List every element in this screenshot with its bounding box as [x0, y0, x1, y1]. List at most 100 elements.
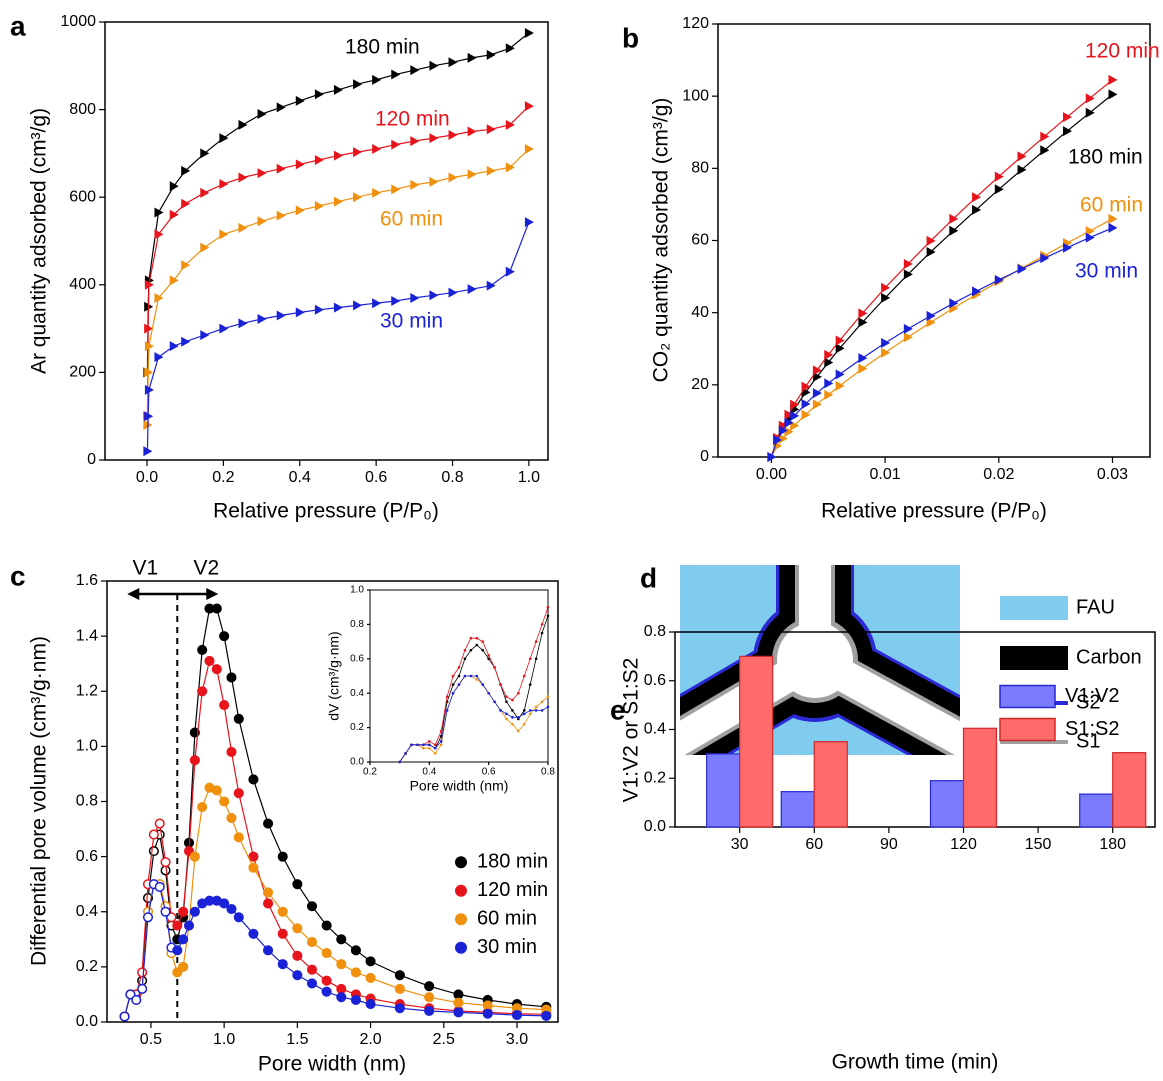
y-tick-label: 1.4	[76, 627, 98, 644]
marker	[404, 752, 407, 755]
y-axis-label: dV (cm³/g·nm)	[326, 631, 342, 720]
marker	[292, 879, 303, 890]
x-tick-label: 2.5	[433, 1031, 455, 1048]
y-tick-label: 0.8	[350, 619, 364, 630]
marker	[211, 785, 222, 796]
marker	[949, 213, 959, 224]
marker	[197, 644, 208, 655]
marker	[233, 788, 244, 799]
marker	[824, 389, 834, 400]
x-tick-label: 0.8	[541, 767, 555, 778]
marker	[505, 266, 515, 277]
marker	[972, 204, 982, 215]
marker	[1063, 112, 1073, 123]
y-tick-label: 0.0	[644, 818, 666, 835]
pore-diagram	[680, 565, 960, 755]
marker	[546, 605, 550, 609]
marker	[835, 335, 845, 346]
marker	[365, 972, 376, 983]
marker	[353, 147, 363, 158]
marker	[424, 992, 435, 1003]
marker	[353, 300, 363, 311]
marker	[926, 317, 936, 328]
marker	[524, 217, 534, 228]
x-tick-label: 0.6	[482, 767, 496, 778]
marker	[238, 172, 248, 183]
y-tick-label: 0.4	[76, 903, 98, 920]
marker	[546, 614, 550, 618]
marker	[197, 801, 208, 813]
marker	[481, 683, 485, 686]
marker	[233, 912, 244, 923]
marker	[517, 691, 520, 695]
marker	[1040, 253, 1050, 264]
marker	[200, 330, 210, 341]
y-tick-label: 400	[69, 276, 96, 293]
marker	[154, 352, 164, 363]
marker	[881, 282, 891, 293]
marker	[226, 746, 237, 757]
panel-letter: d	[640, 562, 657, 593]
marker	[778, 433, 788, 444]
marker	[972, 192, 982, 203]
legend-swatch	[1000, 596, 1068, 620]
legend-label: 180 min	[477, 851, 548, 873]
marker	[211, 664, 222, 675]
marker	[365, 956, 376, 967]
legend-swatch	[455, 884, 467, 897]
marker	[172, 920, 183, 931]
marker	[469, 636, 473, 640]
marker	[238, 318, 248, 329]
legend-label: S1:S2	[1065, 718, 1119, 740]
marker	[1040, 145, 1050, 156]
marker	[336, 983, 347, 994]
marker	[467, 169, 477, 180]
marker	[424, 1005, 435, 1017]
y-tick-label: 0.0	[76, 1013, 98, 1030]
marker	[391, 139, 401, 150]
x-tick-label: 1.0	[518, 469, 540, 486]
marker	[428, 743, 431, 747]
panel: 0 200 400 600 800 1000 0.0 0.2 0.4 0.6 0.8 1.0 Relat…	[10, 10, 549, 523]
marker	[169, 181, 179, 192]
marker	[475, 678, 479, 681]
marker	[812, 365, 822, 376]
marker	[778, 425, 788, 436]
y-axis-label: Ar quantity adsorbed (cm³/g)	[28, 108, 51, 374]
marker	[372, 298, 382, 309]
x-tick-label: 0.6	[365, 469, 387, 486]
marker	[277, 906, 288, 917]
marker	[926, 310, 936, 321]
x-tick-label: 0.8	[441, 469, 463, 486]
marker	[1108, 213, 1118, 224]
marker	[439, 729, 443, 733]
marker	[835, 369, 845, 380]
marker	[333, 84, 343, 95]
x-tick-label: 150	[1025, 836, 1052, 853]
marker	[257, 313, 267, 324]
y-tick-label: 60	[691, 232, 709, 249]
y-tick-label: 0.6	[350, 653, 364, 664]
bar	[1112, 752, 1147, 828]
marker	[321, 948, 332, 959]
marker	[336, 934, 347, 945]
marker	[1085, 93, 1095, 104]
series-line	[124, 608, 547, 1017]
marker	[524, 27, 534, 38]
marker	[350, 945, 361, 956]
marker	[499, 709, 502, 712]
marker	[144, 323, 154, 334]
marker	[517, 729, 520, 733]
marker	[306, 937, 318, 948]
marker	[467, 52, 477, 63]
y-tick-label: 0.4	[350, 688, 364, 699]
marker	[172, 945, 183, 956]
marker	[812, 388, 822, 399]
marker	[528, 683, 532, 686]
marker	[469, 674, 473, 678]
marker	[154, 229, 164, 240]
x-tick-label: 1.0	[213, 1031, 235, 1048]
marker	[445, 695, 449, 698]
marker	[486, 280, 496, 291]
